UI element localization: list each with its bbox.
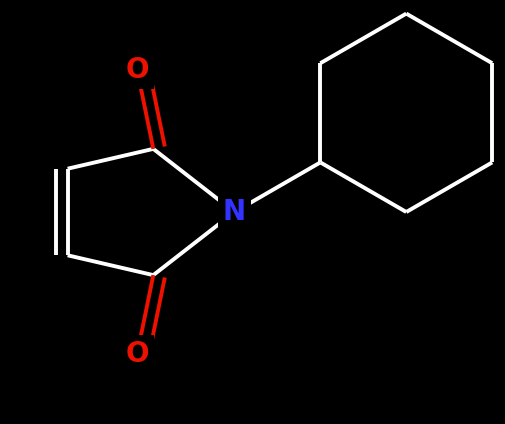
- Text: N: N: [223, 198, 246, 226]
- Text: O: O: [125, 340, 149, 368]
- Text: O: O: [125, 56, 149, 84]
